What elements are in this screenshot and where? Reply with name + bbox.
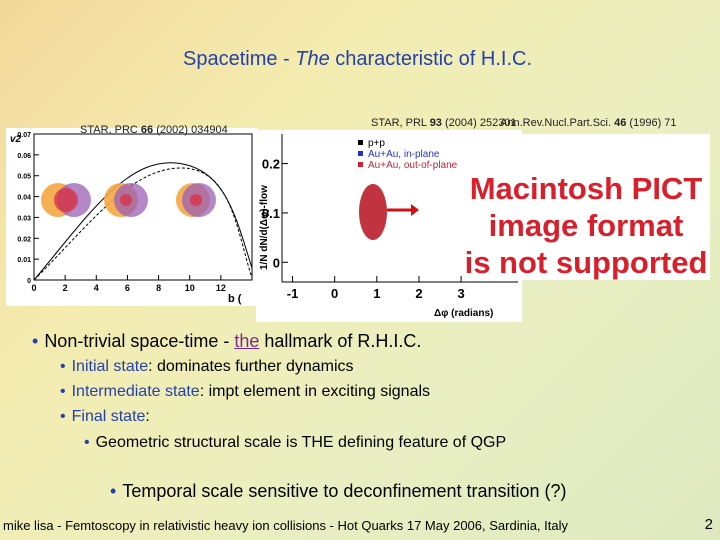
plot-frame — [33, 133, 253, 281]
x-tick-label: 6 — [125, 283, 130, 293]
arrow-head — [411, 204, 419, 216]
legend-label: Au+Au, in-plane — [368, 149, 440, 160]
cite-part: STAR, PRC — [80, 124, 141, 136]
title-part: The — [295, 48, 330, 70]
text: Geometric structural scale is THE defini… — [95, 434, 507, 451]
x-tick-label: 0 — [31, 283, 36, 293]
cite-part: STAR, PRL — [371, 117, 430, 129]
placeholder-line: Macintosh PICT — [469, 171, 703, 206]
y-tick-label: 0 — [273, 255, 280, 270]
y-tick-label: 0.05 — [17, 174, 31, 181]
x-axis-label: Δφ (radians) — [434, 308, 493, 319]
figure-left: 0 0.01 0.02 0.03 0.04 0.05 0.06 0.07 0 2 4 6 8 10 12b … — [6, 128, 258, 306]
cite-part: 93 — [429, 117, 442, 129]
y-axis-label: 1/N dN/d(Δφ)-flow — [259, 185, 270, 270]
title-part: characteristic of H.I.C. — [329, 48, 532, 70]
legend-swatch — [358, 140, 363, 145]
bullet-part: Non-trivial space-time - — [44, 331, 235, 351]
y-tick-label: 0.02 — [17, 236, 31, 243]
legend-swatch — [358, 162, 363, 167]
sub-bullet: • Intermediate state: impt element in exc… — [60, 383, 431, 400]
sub-bullet: • Initial state: dominates further dynami… — [60, 358, 354, 375]
y-tick-label: 0.2 — [262, 157, 280, 172]
citation: STAR, PRC 66 (2002) 034904 — [80, 124, 228, 136]
legend-label: Au+Au, out-of-plane — [368, 160, 458, 171]
y-tick-label: 0.1 — [262, 206, 280, 221]
term: Final state — [71, 408, 146, 425]
x-tick-label: 3 — [457, 286, 464, 301]
x-tick-label: 12 — [216, 283, 226, 293]
placeholder-line: is not supported — [464, 245, 708, 280]
bullet-part: the — [234, 331, 260, 351]
x-tick-label: 1 — [373, 286, 380, 301]
cite-part: 66 — [140, 124, 154, 136]
cite-part: Ann.Rev.Nucl.Part.Sci. — [500, 117, 615, 129]
overlap-region — [359, 184, 387, 240]
x-tick-label: 8 — [156, 283, 161, 293]
x-tick-label: 4 — [94, 283, 99, 293]
term: Intermediate state — [71, 383, 200, 400]
overlap — [120, 194, 132, 206]
sub-sub-bullet: • Geometric structural scale is THE defin… — [84, 434, 507, 451]
slide-title: Spacetime - The characteristic of H.I.C. — [0, 48, 715, 71]
x-tick-label: 2 — [63, 283, 68, 293]
citation: STAR, PRL 93 (2004) 252301 — [371, 117, 517, 129]
bullet: • Non-trivial space-time - the hallmark o… — [32, 331, 422, 351]
cite-part: 46 — [614, 117, 627, 129]
legend-label: p+p — [368, 138, 385, 149]
term: Initial state — [71, 358, 149, 375]
text: Temporal scale sensitive to deconfinemen… — [122, 481, 567, 501]
text: : impt element in exciting signals — [199, 383, 431, 400]
y-axis-label: v2 — [10, 134, 22, 145]
y-tick-label: 0.03 — [17, 215, 31, 222]
text: : — [145, 408, 150, 425]
cite-part: (2002) 034904 — [153, 124, 228, 136]
y-tick-label: 0 — [27, 278, 31, 285]
y-tick-label: 0.07 — [17, 132, 31, 139]
curve — [33, 167, 253, 281]
placeholder-line: image format — [488, 208, 684, 243]
y-tick-label: 0.04 — [17, 195, 31, 202]
x-axis-label: b ( — [228, 293, 242, 305]
y-tick-label: 0.01 — [17, 257, 31, 264]
figure-background — [6, 128, 258, 306]
text: : dominates further dynamics — [148, 358, 354, 375]
bullet: • Temporal scale sensitive to deconfineme… — [110, 481, 567, 501]
footer: mike lisa - Femtoscopy in relativistic h… — [3, 518, 568, 533]
sub-bullet: • Final state: — [60, 408, 150, 425]
bullet-part: hallmark of R.H.I.C. — [259, 331, 422, 351]
title-part: Spacetime - — [182, 48, 296, 70]
x-tick-label: -1 — [287, 286, 299, 301]
x-tick-label: 10 — [185, 283, 195, 293]
cite-part: (1996) 71 — [626, 117, 677, 129]
overlap — [190, 194, 202, 206]
x-tick-label: 0 — [331, 286, 338, 301]
curve — [33, 162, 253, 281]
cite-part: (2004) 252301 — [441, 117, 517, 129]
overlap — [54, 188, 78, 212]
y-tick-label: 0.06 — [17, 153, 31, 160]
citation: Ann.Rev.Nucl.Part.Sci. 46 (1996) 71 — [500, 117, 677, 129]
pict-placeholder: Macintosh PICT image format is not suppo… — [462, 134, 710, 280]
page-number: 2 — [704, 516, 713, 533]
legend-swatch — [358, 151, 363, 156]
x-tick-label: 2 — [415, 286, 422, 301]
